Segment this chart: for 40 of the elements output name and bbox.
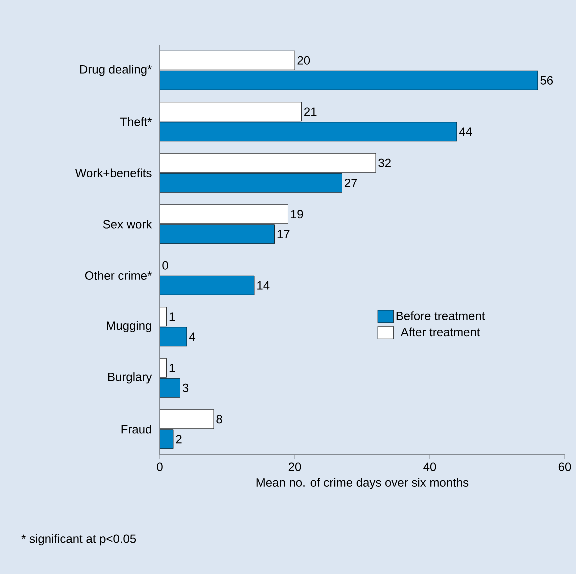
data-label: 1 <box>170 312 176 322</box>
bar <box>160 70 538 90</box>
bar <box>160 173 342 193</box>
y-tick-label: Work+benefits <box>75 168 152 178</box>
x-tick-label: 0 <box>157 462 163 472</box>
x-axis-title: Mean no. of crime days over six months <box>256 478 469 490</box>
data-label: 17 <box>278 230 290 239</box>
y-tick-label: Sex work <box>103 220 152 229</box>
bar <box>160 122 458 142</box>
y-tick-label: Other crime* <box>85 271 152 280</box>
data-label: 20 <box>298 56 310 65</box>
y-tick-label: Drug dealing* <box>80 65 152 76</box>
legend-label: Before treatment <box>396 312 486 320</box>
y-tick-label: Fraud <box>122 424 152 434</box>
y-tick-label: Burglary <box>108 372 152 384</box>
data-label: 21 <box>304 108 317 116</box>
data-label: 44 <box>459 128 472 136</box>
data-label: 2 <box>176 435 182 444</box>
bar <box>160 224 275 244</box>
bar <box>160 327 188 347</box>
data-label: 32 <box>378 158 391 168</box>
y-tick-label: Theft* <box>120 117 152 126</box>
x-tick-label: 60 <box>558 462 572 472</box>
data-label: 27 <box>345 178 358 188</box>
y-tick-label: Mugging <box>107 321 152 332</box>
bar <box>160 276 255 296</box>
data-label: 0 <box>162 261 168 270</box>
data-label: 1 <box>170 364 176 372</box>
text: * significant at p<0.05 <box>22 534 136 546</box>
data-label: 4 <box>189 332 196 342</box>
legend-label: After treatment <box>400 328 480 337</box>
x-tick-label: 40 <box>424 462 436 472</box>
data-label: 19 <box>291 210 304 219</box>
bar <box>160 430 174 450</box>
data-label: 8 <box>216 415 222 424</box>
x-tick-label: 20 <box>288 462 302 472</box>
data-label: 14 <box>258 282 270 290</box>
data-label: 56 <box>540 76 554 85</box>
data-label: 3 <box>182 384 189 392</box>
bar <box>160 378 180 398</box>
